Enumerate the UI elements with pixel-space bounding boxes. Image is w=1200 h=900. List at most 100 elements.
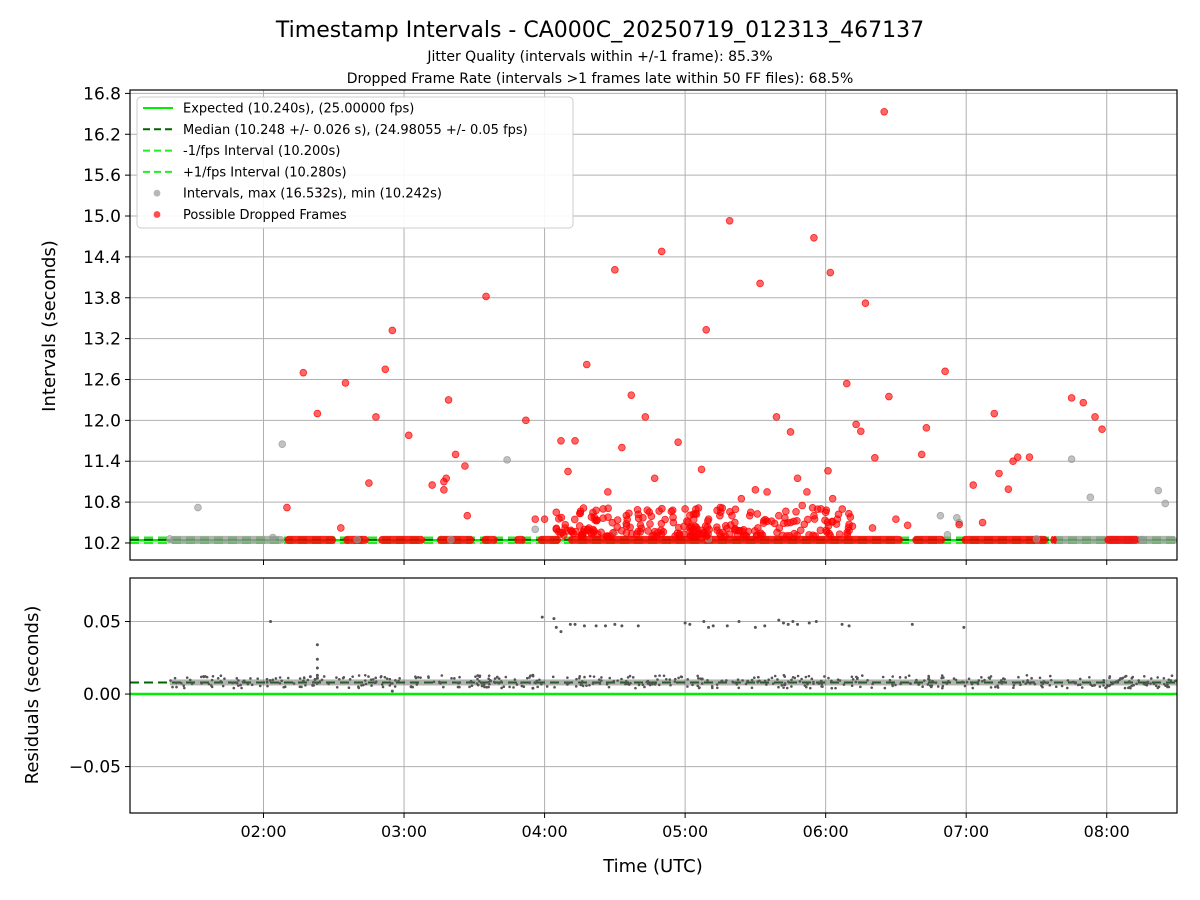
residual-point: [478, 674, 482, 678]
residual-point: [965, 680, 969, 684]
dropped-frame-point: [365, 479, 373, 487]
residual-point: [741, 679, 744, 682]
residual-point: [385, 677, 389, 680]
dropped-frame-point: [440, 486, 448, 494]
residual-point: [715, 683, 719, 686]
residual-point: [796, 674, 800, 678]
residual-point: [565, 681, 568, 685]
residual-point: [588, 683, 591, 687]
residual-point: [388, 677, 392, 681]
residual-point: [931, 679, 934, 683]
residual-point: [1105, 684, 1109, 687]
dropped-frame-point: [760, 517, 768, 525]
dropped-frame-point: [609, 529, 617, 537]
dropped-frame-point: [646, 520, 654, 528]
residual-point: [810, 677, 814, 681]
residual-point: [450, 676, 453, 680]
bottom-y-tick-label: 0.00: [83, 685, 121, 705]
residual-point: [380, 683, 384, 686]
residual-point: [1054, 685, 1058, 689]
residual-point: [737, 686, 741, 690]
residual-point: [278, 681, 282, 685]
dropped-frame-point: [713, 523, 721, 531]
residual-point: [171, 685, 174, 689]
dropped-frame-point: [803, 488, 811, 496]
residual-point: [504, 675, 508, 679]
residual-point: [432, 680, 436, 684]
residual-point: [237, 679, 240, 682]
residual-point: [308, 675, 312, 679]
interval-point: [1154, 486, 1163, 495]
residual-point: [364, 682, 368, 686]
residual-point: [528, 681, 531, 684]
residual-point: [1108, 684, 1112, 687]
residual-point: [1154, 684, 1158, 688]
dropped-frame-point: [822, 506, 831, 514]
residual-point: [646, 682, 650, 686]
residual-point: [620, 677, 623, 681]
top-y-tick-label: 16.2: [83, 125, 121, 145]
residual-point: [200, 682, 203, 685]
dropped-frame-point: [683, 517, 691, 525]
residual-point: [888, 678, 892, 682]
residual-point: [480, 684, 484, 688]
dropped-frame-point: [582, 360, 591, 369]
dropped-frame-point: [1067, 394, 1076, 402]
residual-point: [981, 680, 984, 683]
top-dropped-band: [436, 535, 475, 544]
residual-point: [574, 685, 578, 688]
residual-point: [1078, 677, 1082, 681]
residual-point: [592, 675, 596, 678]
interval-point: [531, 525, 540, 534]
residual-point: [371, 678, 375, 681]
residual-point: [1021, 680, 1025, 684]
residual-point: [616, 679, 619, 682]
residual-point: [961, 680, 964, 684]
residual-point: [777, 685, 780, 689]
residual-point: [341, 676, 345, 680]
residual-point: [840, 622, 844, 626]
residual-point: [493, 677, 497, 680]
dropped-frame-point: [1009, 457, 1017, 466]
residual-point: [512, 686, 515, 689]
residual-point: [803, 684, 807, 687]
residual-point: [782, 686, 785, 689]
dropped-frame-point: [702, 531, 710, 540]
residual-point: [175, 685, 178, 689]
residual-point: [706, 678, 709, 682]
residual-point: [1031, 681, 1035, 684]
residual-point: [994, 685, 997, 689]
dropped-frame-point: [313, 409, 322, 418]
dropped-frame-point: [792, 507, 800, 516]
residual-point: [631, 676, 635, 679]
residual-point: [805, 685, 808, 689]
residual-point: [367, 675, 370, 678]
residual-point: [1111, 682, 1115, 685]
residual-point: [363, 674, 367, 677]
residual-point: [804, 675, 808, 679]
residual-point: [790, 678, 793, 682]
residual-point: [597, 678, 601, 681]
residual-point: [487, 674, 491, 678]
residual-point: [782, 683, 786, 687]
dropped-frame-point: [388, 326, 397, 335]
residual-point: [271, 678, 275, 682]
residual-point: [497, 677, 501, 680]
residual-point: [854, 680, 858, 684]
dropped-frame-point: [680, 530, 688, 539]
residual-point: [686, 685, 689, 688]
residual-point: [904, 676, 907, 679]
dropped-frame-point: [1013, 453, 1022, 461]
residual-point: [834, 686, 837, 690]
residual-point: [581, 680, 584, 683]
top-plot-frame: [129, 89, 1178, 561]
residual-point: [508, 685, 511, 689]
residual-point: [469, 679, 473, 683]
x-tick-label: 04:00: [522, 822, 568, 841]
residual-point: [488, 679, 492, 682]
residual-point: [767, 678, 770, 682]
residual-point: [750, 686, 754, 690]
interval-point: [1161, 499, 1170, 508]
residual-point: [637, 683, 641, 687]
dropped-frame-point: [650, 474, 659, 483]
